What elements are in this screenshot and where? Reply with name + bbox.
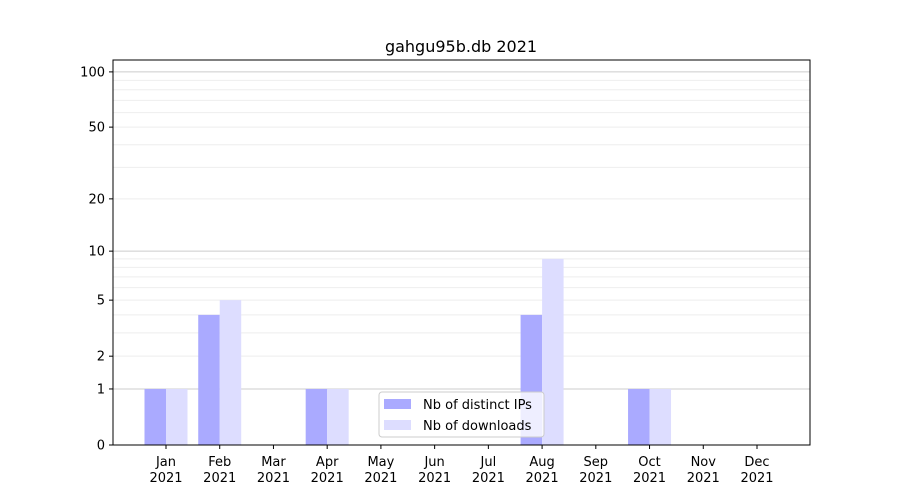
- y-axis: 0 1 2 5 10 20 50 100: [80, 65, 113, 454]
- x-tick-label: Jul 2021: [472, 455, 505, 486]
- y-tick-label: 0: [97, 439, 105, 454]
- y-tick-label: 100: [80, 65, 105, 80]
- bar-downloads: [649, 388, 672, 445]
- legend-box: [378, 391, 545, 438]
- x-tick-label: Aug 2021: [526, 455, 559, 486]
- bar-distinct-ips: [144, 388, 166, 445]
- legend-label-ips: Nb of distinct IPs: [423, 398, 532, 413]
- legend: Nb of distinct IPs Nb of downloads: [378, 391, 545, 438]
- bar-downloads: [219, 300, 242, 445]
- y-tick-label: 20: [88, 192, 105, 207]
- y-tick-label: 50: [88, 121, 105, 136]
- x-tick-label: Mar 2021: [257, 455, 290, 486]
- grid: [113, 71, 810, 390]
- x-tick-label: Jan 2021: [149, 455, 182, 486]
- x-tick-label: Nov 2021: [687, 455, 720, 486]
- x-tick-label: Feb 2021: [203, 455, 236, 486]
- legend-swatch-ips: [384, 399, 411, 409]
- x-tick-label: Sep 2021: [579, 455, 612, 486]
- x-tick-label: Apr 2021: [311, 455, 344, 486]
- bar-distinct-ips: [305, 388, 328, 445]
- plot-frame: [112, 59, 811, 446]
- y-tick-label: 5: [97, 294, 105, 309]
- y-tick-label: 10: [88, 245, 105, 260]
- x-axis: Jan 2021 Feb 2021 Mar 2021 Apr 2021 May 2021 Jun 20…: [149, 445, 774, 486]
- bar-downloads: [166, 388, 188, 445]
- y-tick-label: 2: [97, 350, 105, 365]
- y-tick-label: 1: [97, 382, 105, 397]
- chart-title: gahgu95b.db 2021: [385, 37, 537, 56]
- legend-label-downloads: Nb of downloads: [423, 419, 532, 434]
- bar-distinct-ips: [198, 314, 220, 445]
- bar-distinct-ips: [628, 388, 650, 445]
- x-tick-label: Dec 2021: [740, 455, 773, 486]
- x-tick-label: May 2021: [364, 455, 397, 486]
- x-tick-label: Jun 2021: [418, 455, 451, 486]
- bar-downloads: [327, 388, 349, 445]
- bar-downloads: [542, 258, 564, 445]
- x-tick-label: Oct 2021: [633, 455, 666, 486]
- legend-swatch-downloads: [384, 420, 411, 430]
